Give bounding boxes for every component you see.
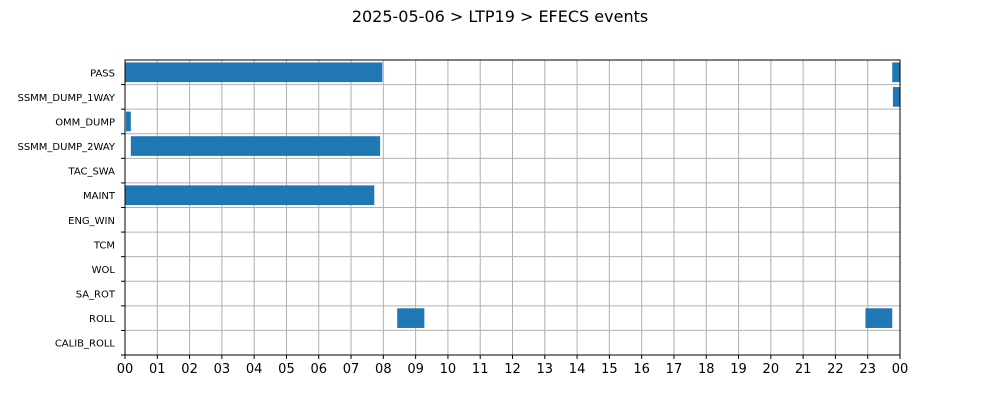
event-bar [125, 62, 383, 83]
x-tick-label: 09 [407, 362, 424, 377]
y-category-label: SSMM_DUMP_2WAY [17, 142, 115, 153]
y-category-label: SSMM_DUMP_1WAY [17, 93, 115, 104]
x-tick-label: 18 [698, 362, 715, 377]
x-tick-label: 00 [117, 362, 134, 377]
event-bar [130, 136, 381, 156]
x-tick-label: 19 [730, 362, 747, 377]
x-tick-label: 04 [246, 362, 263, 377]
event-bar [397, 308, 425, 328]
x-tick-label: 14 [569, 362, 586, 377]
event-bar [125, 111, 131, 132]
x-tick-label: 13 [537, 362, 554, 377]
x-tick-label: 07 [343, 362, 360, 377]
y-category-label: CALIB_ROLL [55, 339, 116, 350]
event-bar [892, 62, 900, 83]
x-tick-label: 08 [375, 362, 392, 377]
bar-layer [125, 62, 900, 328]
grid-layer [124, 60, 901, 355]
x-tick-label: 11 [472, 362, 489, 377]
y-category-label: ROLL [89, 314, 115, 325]
x-tick-label: 00 [892, 362, 909, 377]
plot-frame [124, 59, 901, 356]
x-tick-label: 16 [633, 362, 650, 377]
x-tick-label: 21 [795, 362, 812, 377]
y-category-label: WOL [92, 265, 116, 276]
event-bar [865, 308, 893, 328]
x-tick-label: 12 [504, 362, 521, 377]
x-tick-label: 03 [214, 362, 231, 377]
y-category-label: OMM_DUMP [55, 117, 115, 128]
event-bar [125, 185, 375, 206]
tick-layer: 00 01 02 03 04 05 06 07 08 09 10 11 12 13 14 15 16 17 18 19… [17, 68, 908, 377]
x-tick-label: 05 [278, 362, 295, 377]
y-category-label: TAC_SWA [67, 167, 115, 178]
chart-title: 2025-05-06 > LTP19 > EFECS events [352, 7, 648, 26]
y-category-label: ENG_WIN [68, 216, 115, 227]
y-category-label: SA_ROT [76, 290, 116, 301]
x-tick-label: 06 [310, 362, 327, 377]
y-category-label: MAINT [83, 191, 116, 202]
event-bar [892, 87, 900, 107]
x-tick-label: 23 [859, 362, 876, 377]
x-tick-label: 10 [440, 362, 457, 377]
x-tick-label: 15 [601, 362, 618, 377]
x-tick-label: 02 [181, 362, 198, 377]
x-tick-label: 17 [666, 362, 683, 377]
y-category-label: PASS [90, 68, 115, 79]
y-category-label: TCM [93, 240, 115, 251]
x-tick-label: 20 [763, 362, 780, 377]
x-tick-label: 22 [827, 362, 844, 377]
x-tick-label: 01 [149, 362, 166, 377]
